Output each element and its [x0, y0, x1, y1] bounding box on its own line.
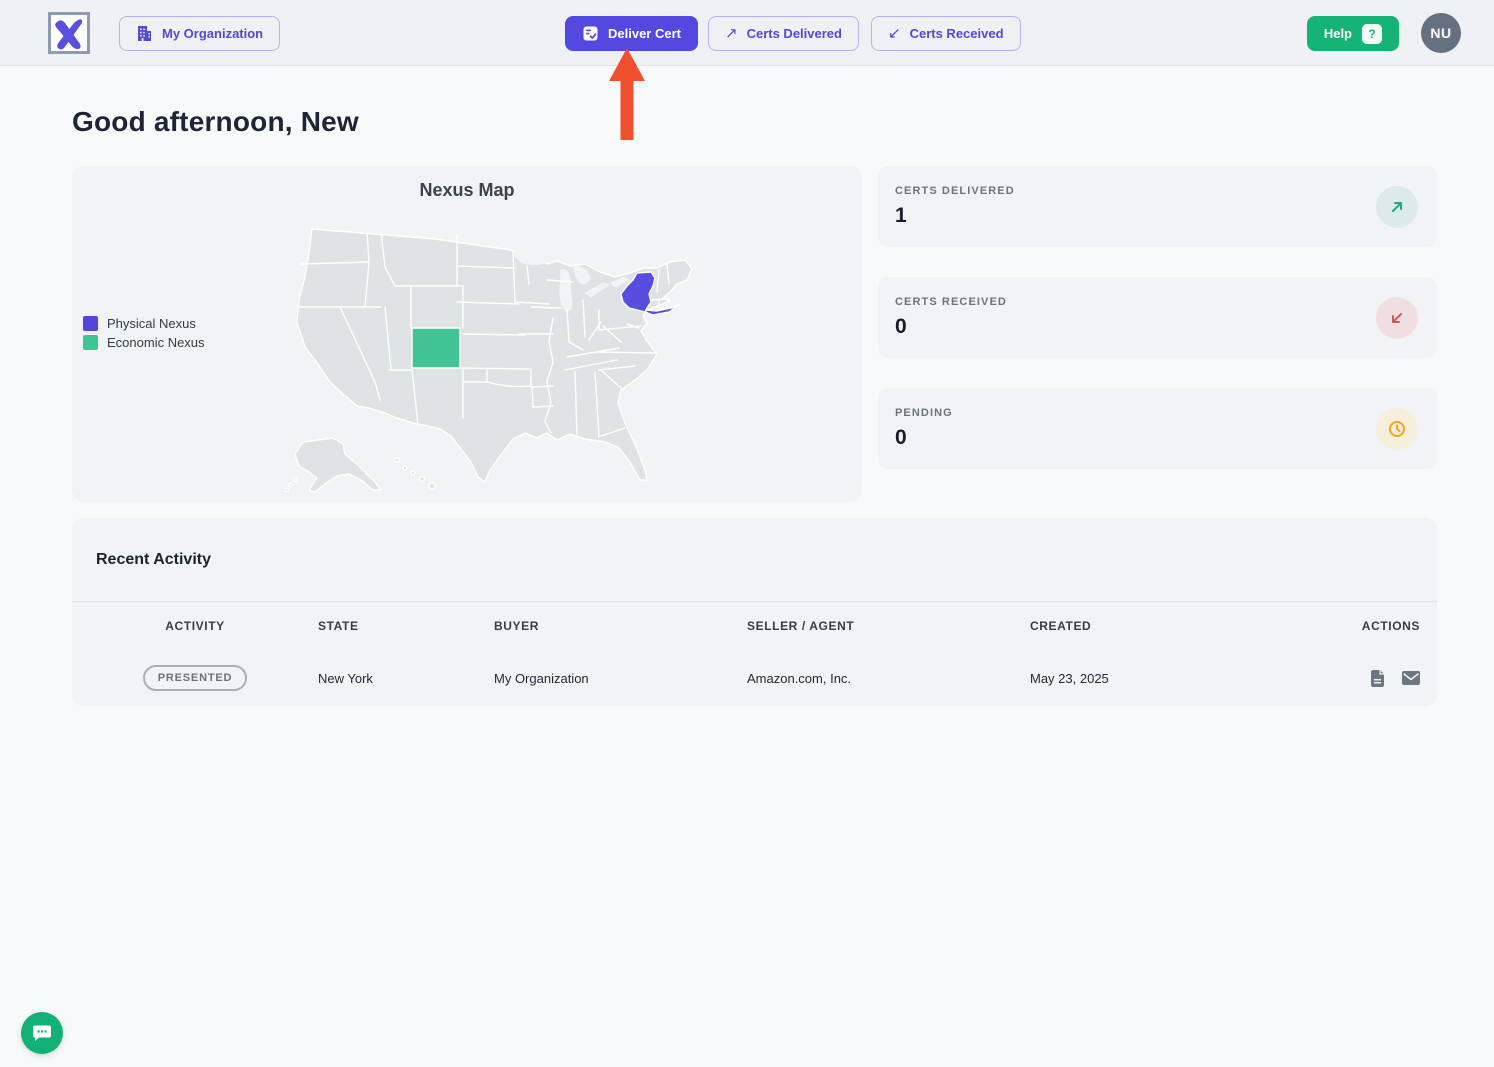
nexus-map-card: Nexus Map Physical Nexus Economic Nexus: [72, 166, 862, 502]
us-states-map[interactable]: [285, 222, 715, 495]
app-logo[interactable]: [48, 12, 90, 54]
my-organization-label: My Organization: [162, 26, 264, 41]
pending-card: PENDING 0: [878, 388, 1437, 469]
cell-state: New York: [318, 670, 373, 686]
arrow-down-left-icon: ↙: [888, 25, 901, 42]
certs-delivered-button[interactable]: ↗ Certs Delivered: [708, 16, 859, 51]
chat-bubble-icon: [33, 1025, 51, 1041]
help-button[interactable]: Help ?: [1306, 16, 1399, 51]
state-alaska: [294, 437, 382, 493]
column-activity: ACTIVITY: [165, 619, 225, 633]
column-buyer: BUYER: [494, 619, 540, 633]
table-divider: [72, 601, 1437, 602]
pending-stat-label: PENDING: [895, 407, 953, 419]
main-content: Good afternoon, New Nexus Map Physical N…: [0, 66, 1494, 706]
column-seller-agent: SELLER / AGENT: [747, 619, 855, 633]
certs-received-stat-label: CERTS RECEIVED: [895, 296, 1007, 308]
certs-received-button[interactable]: ↙ Certs Received: [871, 16, 1021, 51]
cert-checklist-icon: [583, 26, 598, 41]
cell-buyer: My Organization: [494, 670, 589, 686]
arrow-up-right-icon: [1376, 185, 1418, 228]
column-created: CREATED: [1030, 619, 1092, 633]
certs-received-stat-value: 0: [895, 315, 907, 338]
cell-seller-agent: Amazon.com, Inc.: [747, 670, 852, 686]
recent-activity-header: Recent Activity: [72, 518, 1437, 601]
status-badge-presented: PRESENTED: [142, 665, 248, 691]
certs-delivered-stat-label: CERTS DELIVERED: [895, 185, 1015, 197]
column-state: STATE: [318, 619, 359, 633]
recent-activity-title: Recent Activity: [96, 551, 211, 568]
nexus-map-title: Nexus Map: [419, 180, 515, 200]
nexus-map-legend: Physical Nexus Economic Nexus: [83, 316, 205, 354]
clock-icon: [1376, 407, 1418, 450]
economic-nexus-swatch: [83, 335, 98, 350]
activity-table-header: ACTIVITY STATE BUYER SELLER / AGENT CREA…: [72, 602, 1437, 650]
state-hawaii: [394, 457, 436, 490]
deliver-cert-label: Deliver Cert: [608, 26, 681, 41]
pending-stat-value: 0: [895, 426, 907, 449]
certs-delivered-card: CERTS DELIVERED 1: [878, 166, 1437, 247]
state-new-york-physical-nexus[interactable]: [620, 271, 681, 316]
state-borders: [296, 231, 670, 438]
top-navbar: My Organization Deliver Cert ↗ Certs Del…: [0, 0, 1494, 66]
my-organization-button[interactable]: My Organization: [119, 16, 281, 51]
certs-delivered-stat-value: 1: [895, 204, 907, 227]
view-document-icon[interactable]: [1370, 669, 1385, 687]
arrow-down-left-icon: [1376, 296, 1418, 339]
chat-launcher-button[interactable]: [21, 1012, 63, 1054]
legend-item-economic: Economic Nexus: [83, 335, 205, 350]
avatar-initials: NU: [1430, 25, 1452, 41]
legend-item-physical: Physical Nexus: [83, 316, 205, 331]
economic-nexus-label: Economic Nexus: [107, 335, 205, 350]
x-logo-icon: [55, 19, 83, 50]
arrow-up-right-icon: ↗: [725, 25, 738, 42]
certs-delivered-label: Certs Delivered: [746, 26, 842, 41]
row-actions: [1370, 669, 1420, 687]
deliver-cert-button[interactable]: Deliver Cert: [565, 16, 698, 51]
table-row[interactable]: PRESENTED New York My Organization Amazo…: [72, 650, 1437, 706]
building-icon: [138, 26, 151, 41]
user-avatar[interactable]: NU: [1421, 13, 1461, 53]
great-lakes: [512, 251, 630, 312]
stats-column: CERTS DELIVERED 1 CERTS RECEIVED 0: [878, 166, 1437, 502]
greeting-heading: Good afternoon, New: [72, 106, 359, 137]
certs-received-label: Certs Received: [909, 26, 1004, 41]
help-label: Help: [1323, 26, 1352, 41]
cell-created: May 23, 2025: [1030, 670, 1109, 686]
physical-nexus-swatch: [83, 316, 98, 331]
physical-nexus-label: Physical Nexus: [107, 316, 196, 331]
aleutian-islands: [285, 477, 298, 493]
column-actions: ACTIONS: [1361, 619, 1420, 633]
question-mark-icon: ?: [1362, 23, 1382, 44]
recent-activity-card: Recent Activity ACTIVITY STATE BUYER SEL…: [72, 518, 1437, 706]
state-colorado-economic-nexus[interactable]: [411, 327, 461, 369]
email-icon[interactable]: [1402, 671, 1420, 685]
certs-received-card: CERTS RECEIVED 0: [878, 277, 1437, 358]
